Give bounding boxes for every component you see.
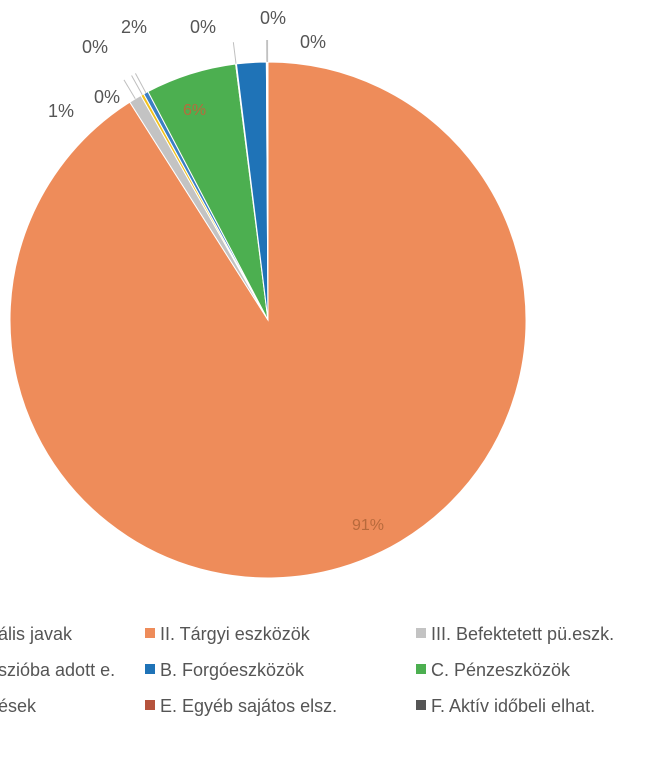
legend-item: II. Tárgyi eszközök <box>145 624 310 645</box>
legend-item: B. Forgóeszközök <box>145 660 304 681</box>
data-label: 6% <box>183 102 206 119</box>
legend-label: B. Forgóeszközök <box>160 660 305 680</box>
legend-swatch <box>145 700 155 711</box>
legend-label: III. Befektetett pü.eszk. <box>431 624 615 644</box>
legend-swatch <box>416 664 426 675</box>
legend-swatch <box>145 628 155 639</box>
legend-label: E. Egyéb sajátos elsz. <box>160 696 338 716</box>
leader-line <box>134 73 147 93</box>
data-label: 2% <box>121 17 147 37</box>
data-label: 1% <box>48 101 74 121</box>
data-label: 0% <box>260 8 286 28</box>
legend-item: E. Egyéb sajátos elsz. <box>145 696 337 717</box>
legend-item: ális javak <box>0 624 72 645</box>
legend-item: III. Befektetett pü.eszk. <box>416 624 614 645</box>
chart-legend: ális javak II. Tárgyi eszközök III. Befe… <box>0 624 658 771</box>
leader-line <box>232 42 237 65</box>
legend-item: ések <box>0 696 36 717</box>
pie-chart: 91% 1% 0% 0% 6% 0% 2% 0% 0% <box>9 8 527 579</box>
data-label: 0% <box>300 32 326 52</box>
legend-swatch <box>416 700 426 711</box>
legend-label: szióba adott e. <box>0 660 116 680</box>
legend-swatch <box>416 628 426 639</box>
leader-line <box>131 75 143 95</box>
legend-item: C. Pénzeszközök <box>416 660 570 681</box>
legend-label: ális javak <box>0 624 73 644</box>
data-label: 91% <box>352 517 384 534</box>
pie-slice <box>266 61 269 321</box>
leader-line <box>123 79 136 100</box>
legend-label: F. Aktív időbeli elhat. <box>431 696 596 716</box>
legend-label: ések <box>0 696 37 716</box>
data-label: 0% <box>82 37 108 57</box>
data-label: 0% <box>190 17 216 37</box>
legend-label: II. Tárgyi eszközök <box>160 624 310 644</box>
legend-item: szióba adott e. <box>0 660 115 681</box>
legend-swatch <box>145 664 155 675</box>
legend-item: F. Aktív időbeli elhat. <box>416 696 595 717</box>
legend-label: C. Pénzeszközök <box>431 660 571 680</box>
data-label: 0% <box>94 87 120 107</box>
